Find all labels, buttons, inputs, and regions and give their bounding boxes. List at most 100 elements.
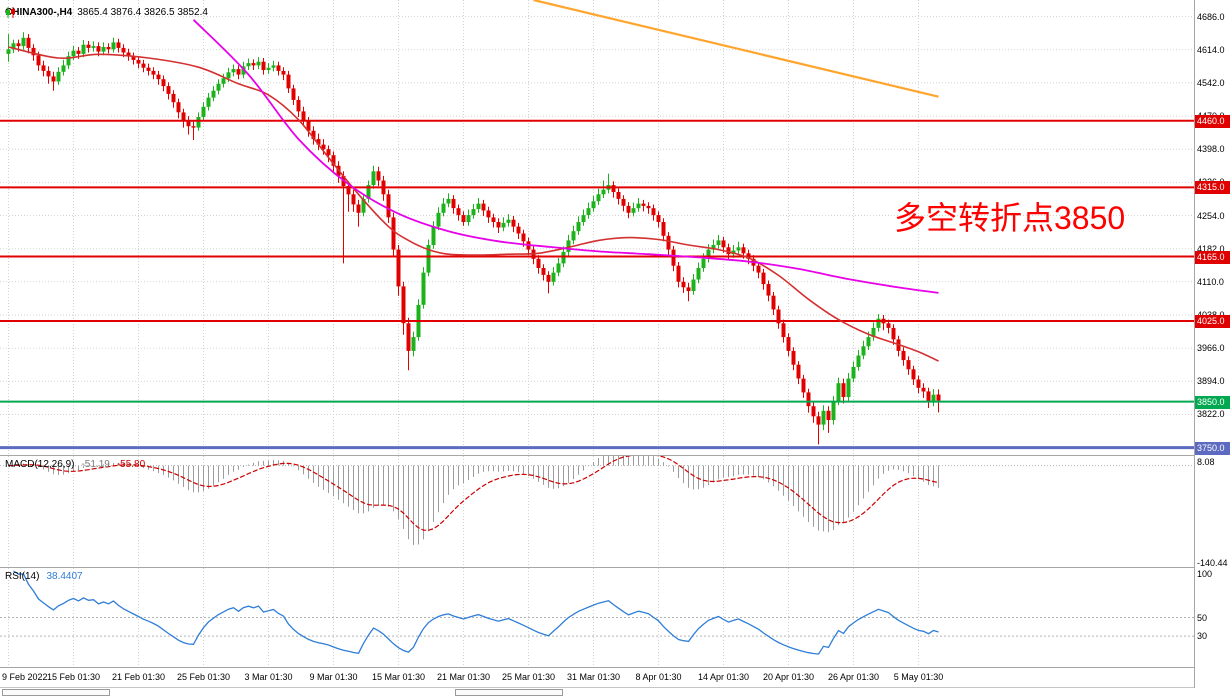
symbol-header: CHINA300-,H4 3865.4 3876.4 3826.5 3852.4 xyxy=(5,7,208,18)
candle-body xyxy=(681,281,686,288)
candle-body xyxy=(671,249,676,266)
candle-body xyxy=(801,378,806,393)
rsi-scale-label: 50 xyxy=(1197,613,1208,623)
candle-body xyxy=(46,70,51,77)
candle-body xyxy=(76,50,81,54)
price-scale-border xyxy=(1194,0,1195,688)
candle-body xyxy=(861,346,866,356)
price-tag-4165.0: 4165.0 xyxy=(1195,251,1230,264)
panel-divider-macd[interactable] xyxy=(0,455,1231,456)
candle-body xyxy=(31,47,36,56)
time-axis[interactable]: 9 Feb 2022 15 Feb 01:30 21 Feb 01:30 25 Feb… xyxy=(0,668,1194,687)
candle-body xyxy=(286,74,291,89)
candle-body xyxy=(581,215,586,222)
candle-body xyxy=(551,272,556,282)
bottom-tab[interactable] xyxy=(455,689,563,696)
horizontal-level-lines[interactable] xyxy=(0,119,1194,450)
time-axis-label: 8 Apr 01:30 xyxy=(635,672,682,682)
candle-body xyxy=(251,63,256,66)
candle-body xyxy=(201,106,206,117)
candle-body xyxy=(611,185,616,192)
candle-body xyxy=(86,44,91,48)
bottom-tab[interactable] xyxy=(2,689,110,696)
candle-body xyxy=(871,327,876,338)
candle-body xyxy=(656,215,661,222)
candle-body xyxy=(761,272,766,285)
candle-body xyxy=(536,258,541,268)
price-tag-3750.0: 3750.0 xyxy=(1195,442,1230,455)
candle-body xyxy=(171,93,176,103)
ma-slow-line xyxy=(192,19,939,294)
macd-grid xyxy=(0,456,1194,567)
candle-body xyxy=(301,111,306,121)
candle-body xyxy=(256,61,261,66)
candle-body xyxy=(686,287,691,292)
macd-signal-line xyxy=(8,456,939,531)
candle-body xyxy=(216,83,221,91)
candle-body xyxy=(506,219,511,223)
candle-body xyxy=(711,245,716,250)
candle-body xyxy=(266,67,271,70)
main-price-chart[interactable] xyxy=(0,0,1194,455)
candle-body xyxy=(291,88,296,100)
price-scale[interactable]: 4686.04614.04542.04470.04398.04326.04254… xyxy=(1194,0,1231,688)
candle-body xyxy=(276,65,281,71)
candle-body xyxy=(296,99,301,112)
candle-body xyxy=(921,387,926,392)
candle-body xyxy=(541,268,546,275)
macd-value-signal: -55.80 xyxy=(116,459,146,470)
candle-body xyxy=(521,233,526,242)
candle-body xyxy=(666,235,671,250)
candle-body xyxy=(476,203,481,210)
candle-body xyxy=(556,263,561,273)
candle-body xyxy=(196,117,201,128)
panel-divider-rsi[interactable] xyxy=(0,567,1231,568)
time-axis-label: 15 Mar 01:30 xyxy=(371,672,426,682)
candle-body xyxy=(206,97,211,107)
candle-body xyxy=(421,272,426,305)
candle-body xyxy=(306,120,311,131)
rsi-title: RSI(14) xyxy=(5,571,40,582)
candle-body xyxy=(131,56,136,60)
candle-body xyxy=(281,70,286,75)
candle-body xyxy=(891,327,896,340)
candle-body xyxy=(546,274,551,282)
candle-body xyxy=(786,337,791,351)
ma-fast-line xyxy=(8,46,939,362)
candle-body xyxy=(846,378,851,397)
rsi-panel-chart[interactable] xyxy=(0,568,1194,667)
trendline[interactable] xyxy=(533,0,939,98)
candle-body xyxy=(401,286,406,324)
bottom-strip-divider xyxy=(0,687,1231,688)
candle-body xyxy=(736,247,741,251)
candle-body xyxy=(246,63,251,67)
macd-title: MACD(12,26,9) xyxy=(5,459,75,470)
candle-body xyxy=(676,265,681,282)
candle-body xyxy=(41,65,46,71)
candle-body xyxy=(161,79,166,87)
candle-body xyxy=(566,240,571,252)
candle-body xyxy=(886,323,891,328)
candle-body xyxy=(876,318,881,328)
candle-body xyxy=(176,102,181,113)
price-tag-4315.0: 4315.0 xyxy=(1195,181,1230,194)
candle-body xyxy=(411,337,416,351)
candle-body xyxy=(96,46,101,52)
candle-body xyxy=(376,171,381,181)
time-axis-label: 21 Feb 01:30 xyxy=(111,672,166,682)
candle-body xyxy=(646,205,651,209)
candle-body xyxy=(56,71,61,82)
candle-body xyxy=(501,222,506,228)
candle-body xyxy=(726,247,731,255)
candle-body xyxy=(181,112,186,121)
candle-body xyxy=(61,65,66,72)
candle-body xyxy=(651,208,656,216)
time-axis-label: 5 May 01:30 xyxy=(893,672,944,682)
candle-body xyxy=(446,198,451,204)
candle-body xyxy=(601,189,606,195)
ohlc-values: 3865.4 3876.4 3826.5 3852.4 xyxy=(77,7,208,18)
price-tag-4025.0: 4025.0 xyxy=(1195,315,1230,328)
candle-body xyxy=(636,203,641,209)
macd-panel-chart[interactable] xyxy=(0,456,1194,567)
candle-body xyxy=(361,198,366,213)
